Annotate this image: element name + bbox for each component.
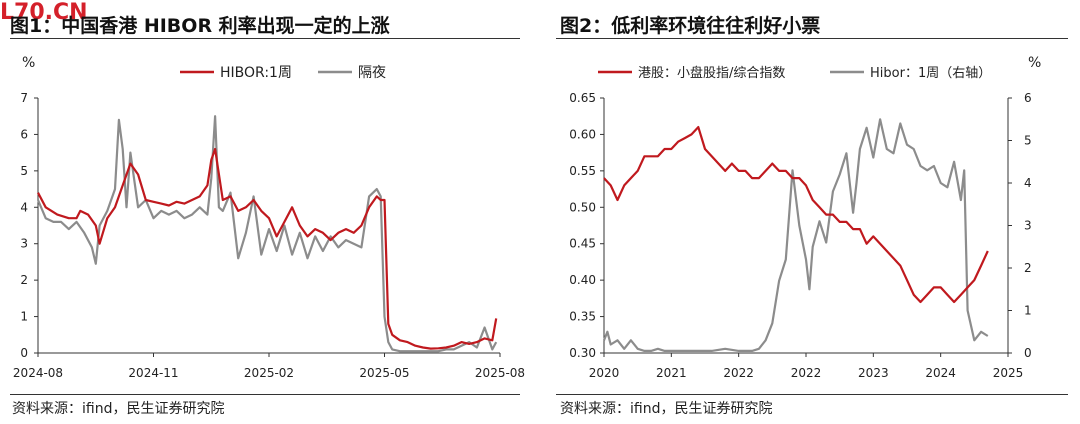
left-tick-label: 0.50 bbox=[569, 200, 596, 214]
left-tick-label: 0.45 bbox=[569, 237, 596, 251]
chart2-plot: % 0.30 0.35 0.40 0.45 0.50 0.55 0.60 0.65 0 1 2 3 4 5 6… bbox=[569, 55, 1041, 380]
x-tick-label: 2024-11 bbox=[128, 366, 178, 380]
series-line-overnight bbox=[36, 115, 498, 353]
x-tick-label: 2025-05 bbox=[359, 366, 409, 380]
series-line-hibor-1w bbox=[37, 147, 498, 350]
chart1-bottom-rule bbox=[10, 394, 520, 395]
x-tick-label: 2022 bbox=[791, 366, 822, 380]
chart1-plot: % 0 1 2 3 4 5 6 7 2024-08 2024-11 2025-02 2025-05 202… bbox=[13, 55, 525, 380]
chart2-bottom-rule bbox=[556, 394, 1068, 395]
chart2-svg: % 0.30 0.35 0.40 0.45 0.50 0.55 0.60 0.65 0 1 2 3 4 5 6… bbox=[569, 55, 1041, 380]
left-tick-label: 0.35 bbox=[569, 310, 596, 324]
legend-label: 港股：小盘股指/综合指数 bbox=[638, 65, 785, 81]
y-tick-label: 0 bbox=[20, 346, 28, 360]
left-tick-label: 0.30 bbox=[569, 346, 596, 360]
y-tick-label: 1 bbox=[20, 310, 28, 324]
left-tick-label: 0.55 bbox=[569, 164, 596, 178]
right-tick-label: 5 bbox=[1024, 134, 1032, 148]
chart2-source: 资料来源：ifind，民生证券研究院 bbox=[560, 401, 773, 417]
chart1-top-rule bbox=[10, 38, 520, 39]
x-tick-label: 2023 bbox=[858, 366, 889, 380]
y-tick-label: 4 bbox=[20, 200, 28, 214]
x-tick-label: 2024-08 bbox=[13, 366, 63, 380]
x-tick-label: 2024 bbox=[925, 366, 956, 380]
left-tick-label: 0.40 bbox=[569, 273, 596, 287]
chart1-source: 资料来源：ifind，民生证券研究院 bbox=[12, 401, 225, 417]
left-tick-label: 0.60 bbox=[569, 127, 596, 141]
series-line-hibor-right bbox=[602, 118, 989, 352]
chart1-svg: % 0 1 2 3 4 5 6 7 2024-08 2024-11 2025-02 2025-05 202… bbox=[13, 55, 525, 380]
right-tick-label: 1 bbox=[1024, 304, 1032, 318]
chart2-title: 图2：低利率环境往往利好小票 bbox=[560, 15, 821, 37]
chart2-top-rule bbox=[556, 38, 1068, 39]
legend-label: 隔夜 bbox=[358, 65, 386, 81]
y-tick-label: 2 bbox=[20, 273, 28, 287]
x-tick-label: 2020 bbox=[589, 366, 620, 380]
watermark-logo: L70.CN bbox=[0, 0, 88, 25]
y-tick-label: 6 bbox=[20, 127, 28, 141]
y-axis-unit: % bbox=[22, 55, 35, 71]
y-tick-label: 7 bbox=[20, 91, 28, 105]
right-axis-unit: % bbox=[1028, 55, 1041, 71]
x-tick-label: 2021 bbox=[656, 366, 687, 380]
right-tick-label: 0 bbox=[1024, 346, 1032, 360]
legend-label: Hibor：1周（右轴） bbox=[870, 66, 991, 81]
chart1-title: 图1：中国香港 HIBOR 利率出现一定的上涨 bbox=[10, 15, 390, 37]
x-tick-label: 2025 bbox=[993, 366, 1024, 380]
right-tick-label: 6 bbox=[1024, 91, 1032, 105]
x-tick-label: 2025-02 bbox=[244, 366, 294, 380]
x-tick-label: 2022 bbox=[723, 366, 754, 380]
legend-label: HIBOR:1周 bbox=[220, 65, 292, 81]
right-tick-label: 2 bbox=[1024, 261, 1032, 275]
x-tick-label: 2025-08 bbox=[475, 366, 525, 380]
right-tick-label: 3 bbox=[1024, 219, 1032, 233]
y-tick-label: 3 bbox=[20, 237, 28, 251]
y-tick-label: 5 bbox=[20, 164, 28, 178]
left-tick-label: 0.65 bbox=[569, 91, 596, 105]
series-line-smallcap-ratio bbox=[603, 125, 989, 304]
right-tick-label: 4 bbox=[1024, 176, 1032, 190]
